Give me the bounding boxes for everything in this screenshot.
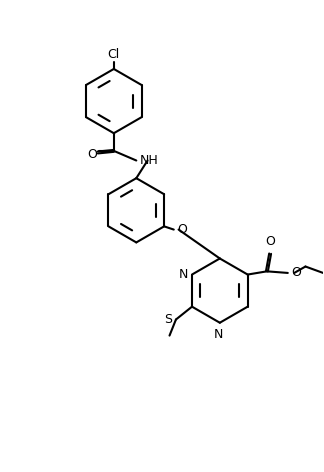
Text: S: S: [164, 313, 172, 326]
Text: NH: NH: [140, 154, 158, 167]
Text: O: O: [292, 266, 302, 279]
Text: N: N: [214, 328, 223, 341]
Text: O: O: [87, 148, 97, 160]
Text: O: O: [178, 223, 188, 236]
Text: Cl: Cl: [108, 48, 120, 61]
Text: O: O: [265, 235, 275, 248]
Text: N: N: [179, 268, 188, 281]
